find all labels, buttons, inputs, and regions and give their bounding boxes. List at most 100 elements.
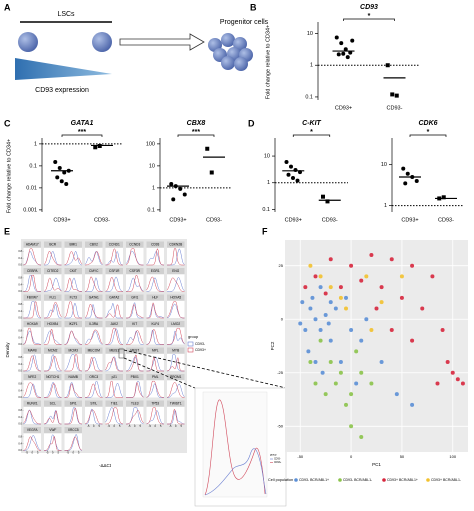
point — [343, 47, 348, 52]
facet-strip — [44, 321, 62, 327]
facet-panel — [105, 248, 123, 265]
point — [333, 306, 338, 311]
facet-strip — [167, 241, 185, 248]
density-curve — [105, 383, 124, 398]
point — [308, 263, 313, 268]
density-curve — [105, 356, 123, 372]
facet-label: PML — [152, 375, 159, 379]
facet-label: VEGFA — [27, 428, 39, 432]
density-curve — [146, 303, 165, 319]
facet-label: RUNX1 — [27, 401, 38, 405]
density-curve — [126, 381, 144, 398]
facet-label: NUMB — [69, 375, 78, 379]
x-axis-label: PC1 — [372, 462, 381, 467]
point — [350, 38, 355, 43]
facet-panel — [44, 248, 62, 265]
point — [318, 285, 323, 290]
density-curve — [23, 436, 41, 451]
facet-label: XRCC5 — [68, 428, 79, 432]
facet-label: GFI1 — [131, 295, 138, 299]
point — [374, 306, 379, 311]
point — [320, 370, 325, 375]
point — [64, 181, 69, 186]
facet-label: BMI1 — [70, 242, 78, 246]
density-curve — [64, 330, 83, 345]
density-curve — [44, 383, 62, 398]
x-tick-label: CD93+ — [169, 217, 186, 223]
y-tick-label: 1 — [310, 63, 313, 69]
x-tick-label: CD93- — [322, 217, 338, 223]
y-tick-label: -25 — [277, 370, 284, 375]
x-tick-label: 0 — [52, 451, 54, 455]
density-curve — [85, 356, 103, 372]
facet-strip — [126, 268, 144, 274]
x-tick-label: CD93- — [387, 105, 403, 111]
point — [93, 145, 98, 150]
point — [430, 274, 435, 279]
facet-label: CBX2 — [90, 242, 99, 246]
y-tick-label: 0.8 — [18, 408, 22, 412]
y-tick-label: 0.1 — [305, 94, 313, 100]
y-tick-label: 0.8 — [18, 435, 22, 439]
point — [313, 317, 318, 322]
x-tick-label: CD93- — [438, 217, 454, 223]
y-tick-label: 0.0 — [18, 289, 22, 293]
facet-label: MEIS1 — [109, 348, 119, 352]
facet-label: LMO2 — [171, 322, 180, 326]
point — [344, 402, 348, 407]
chart-title: GATA1 — [71, 120, 94, 127]
density-curve — [44, 355, 62, 372]
facet-label: FLT3 — [70, 295, 77, 299]
x-tick-label: 5 — [119, 424, 121, 428]
facet-strip — [44, 374, 62, 380]
facet-strip — [64, 241, 82, 248]
point — [344, 306, 348, 311]
legend-label: CD93- BCR/ABL1- — [343, 478, 373, 482]
facet-strip — [146, 374, 164, 380]
facet-label: IKZF1 — [69, 322, 78, 326]
density-curve — [84, 276, 103, 292]
x-tick-label: CD93+ — [53, 217, 70, 223]
x-tick-label: 0 — [175, 424, 177, 428]
facet-label: TWIST1 — [170, 401, 182, 405]
density-curve — [167, 327, 185, 345]
facet-panel — [105, 327, 123, 345]
point — [359, 435, 364, 440]
y-tick-label: 0.4 — [18, 362, 22, 366]
facet-strip — [105, 241, 123, 248]
facet-strip — [126, 321, 144, 327]
y-tick-label: 0.4 — [18, 388, 22, 392]
facet-strip — [105, 400, 123, 407]
density-curve — [64, 251, 83, 266]
inset-legend-label: CD93- — [274, 459, 281, 461]
facet-label: CD93 — [151, 242, 159, 246]
x-tick-label: CD93+ — [285, 217, 302, 223]
x-tick-label: 0 — [73, 451, 75, 455]
x-tick-label: 0 — [155, 424, 157, 428]
facet-panel — [146, 274, 164, 292]
plot-background — [285, 240, 468, 452]
facet-panel — [44, 380, 62, 398]
density-curve — [146, 248, 164, 266]
point — [440, 327, 445, 332]
cell — [92, 32, 112, 52]
inset-legend-title: group — [270, 454, 277, 457]
label: LSCs — [57, 11, 75, 18]
facet-panel — [64, 248, 82, 265]
legend-key — [294, 478, 298, 482]
point — [300, 300, 305, 305]
y-tick-label: 100 — [146, 141, 155, 147]
facet-label: PROM1 — [170, 375, 182, 379]
facet-panel — [126, 274, 144, 292]
y-tick-label: 0.0 — [18, 395, 22, 399]
facet-label: p21 — [112, 375, 118, 379]
density-curve — [105, 248, 123, 266]
facet-strip — [44, 268, 62, 274]
x-tick-label: CD93- — [206, 217, 222, 223]
point — [318, 338, 323, 343]
panel-label: B — [250, 2, 257, 12]
zoom-line — [123, 349, 287, 389]
facet-label: MCM2 — [48, 348, 58, 352]
facet-panel — [44, 274, 62, 292]
facet-panel — [146, 407, 164, 424]
